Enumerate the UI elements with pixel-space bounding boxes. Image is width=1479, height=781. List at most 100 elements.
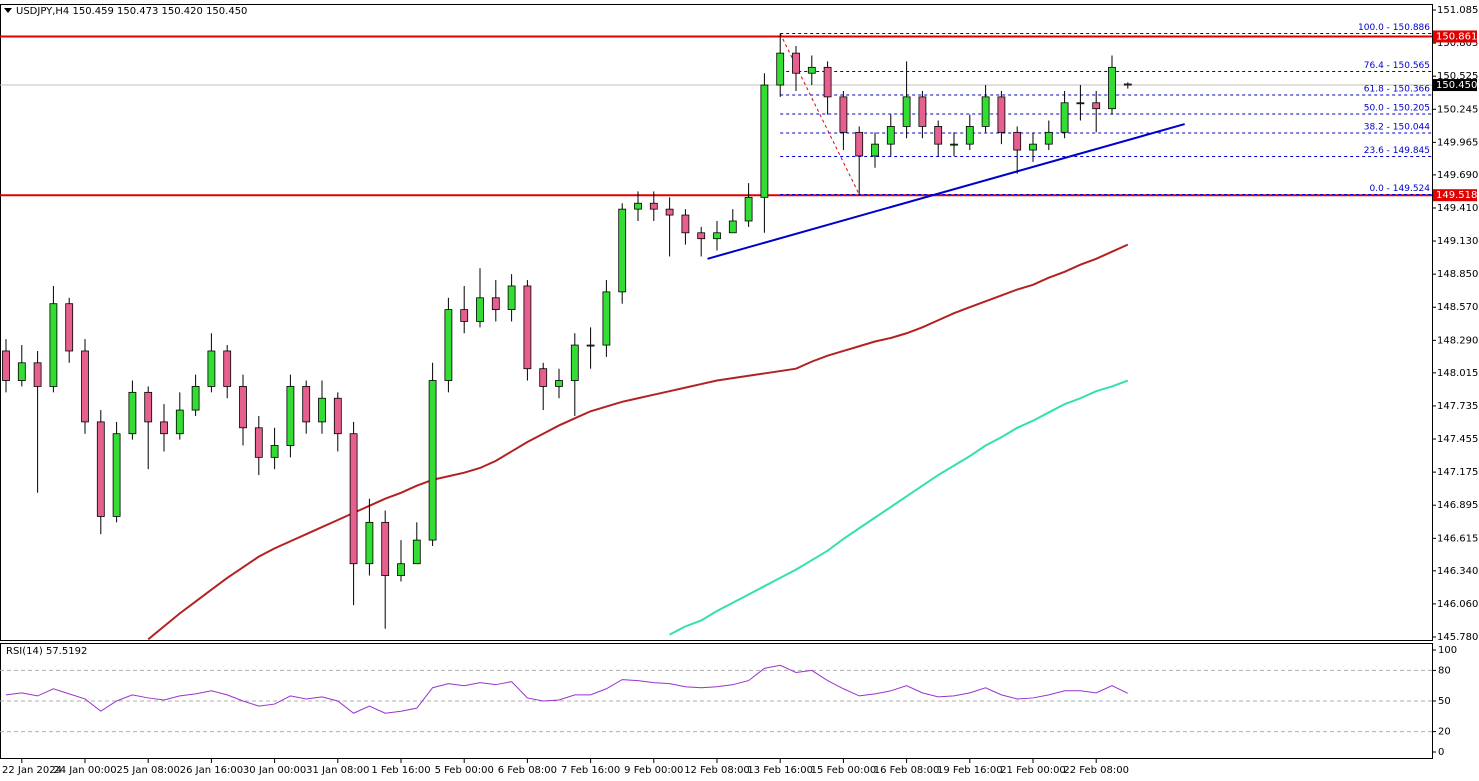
header: USDJPY,H4 150.459 150.473 150.420 150.45…	[16, 6, 247, 17]
candle-body	[681, 214, 690, 234]
price-tag-label: 149.518	[1436, 190, 1477, 201]
y-tick-label: 146.060	[1437, 599, 1478, 610]
candle-body	[618, 208, 627, 293]
x-tick-label: 22 Feb 08:00	[1063, 765, 1129, 776]
y-tick-label: 50	[1438, 696, 1451, 707]
x-tick-label: 6 Feb 08:00	[498, 765, 557, 776]
candle-body	[1123, 83, 1132, 86]
price-tag	[1433, 30, 1477, 43]
x-tick-label: 31 Jan 08:00	[306, 765, 369, 776]
candle-body	[333, 397, 342, 435]
candle-body	[65, 303, 74, 352]
menu-arrow[interactable]	[4, 8, 12, 13]
candle-body	[460, 309, 469, 322]
candle-body	[96, 421, 105, 517]
y-tick-label: 146.895	[1437, 500, 1478, 511]
moving-average	[147, 243, 1129, 641]
candle-body	[1060, 102, 1069, 133]
candle-body	[286, 386, 295, 446]
y-tick-label: 151.085	[1437, 5, 1478, 16]
y-tick-label: 147.175	[1437, 467, 1478, 478]
x-tick-label: 21 Feb 00:00	[1000, 765, 1066, 776]
moving-average	[669, 379, 1129, 636]
candle-body	[207, 350, 216, 387]
candle-body	[112, 433, 121, 517]
x-tick-label: 15 Feb 00:00	[811, 765, 877, 776]
candle-body	[649, 202, 658, 210]
fib-label: 50.0 - 150.205	[1364, 104, 1430, 114]
candle-body	[934, 126, 943, 145]
fib-label: 100.0 - 150.886	[1358, 23, 1430, 33]
x-tick-label: 12 Feb 08:00	[684, 765, 750, 776]
candle-body	[807, 66, 816, 74]
rsi-title: RSI(14) 57.5192	[6, 646, 87, 657]
candle-body	[997, 96, 1006, 133]
candle-body	[128, 391, 137, 435]
candle-body	[254, 427, 263, 458]
price-tag-label: 150.450	[1436, 80, 1477, 91]
x-tick-label: 30 Jan 00:00	[243, 765, 306, 776]
x-tick-label: 7 Feb 16:00	[561, 765, 620, 776]
candle-body	[381, 521, 390, 576]
candle-body	[634, 202, 642, 210]
y-tick-label: 146.615	[1437, 533, 1478, 544]
x-tick-label: 24 Jan 00:00	[53, 765, 116, 776]
x-tick-label: 1 Feb 16:00	[371, 765, 430, 776]
candle-body	[302, 386, 311, 423]
candle-body	[2, 350, 10, 381]
candle-body	[270, 445, 279, 458]
y-tick-label: 149.410	[1437, 203, 1478, 214]
y-tick-label: 0	[1438, 747, 1444, 758]
price-tag-label: 150.861	[1436, 31, 1477, 42]
x-tick-label: 19 Feb 16:00	[937, 765, 1003, 776]
candle-body	[728, 220, 737, 234]
candle-body	[902, 96, 911, 127]
candle-body	[776, 52, 785, 86]
y-tick-label: 145.780	[1437, 632, 1478, 643]
candle-body	[428, 380, 437, 541]
candle-body	[33, 362, 42, 387]
y-tick-label: 149.690	[1437, 170, 1478, 181]
candle-body	[160, 421, 168, 435]
x-tick-label: 9 Feb 00:00	[624, 765, 683, 776]
candle-body	[318, 397, 326, 423]
rsi-line	[5, 664, 1129, 714]
candle-body	[950, 143, 958, 146]
candle-body	[570, 344, 579, 381]
y-tick-label: 150.805	[1437, 38, 1478, 49]
price-panel	[0, 4, 1433, 641]
candle-body	[523, 285, 532, 370]
y-tick-label: 147.455	[1437, 434, 1478, 445]
fib-label: 38.2 - 150.044	[1364, 123, 1430, 133]
candle-body	[223, 350, 232, 387]
candle-body	[1029, 143, 1037, 151]
candle-body	[17, 362, 26, 381]
candle-body	[239, 386, 247, 429]
candle-body	[49, 303, 58, 387]
candle-body	[1092, 102, 1101, 110]
fib-label: 76.4 - 150.565	[1364, 61, 1430, 71]
fib-label: 23.6 - 149.845	[1364, 146, 1430, 156]
x-tick-label: 16 Feb 08:00	[874, 765, 940, 776]
candle-body	[871, 143, 879, 157]
candle-body	[1013, 131, 1022, 151]
candle-body	[886, 126, 895, 145]
candle-body	[175, 409, 184, 435]
candle-body	[555, 380, 563, 387]
y-tick-label: 150.245	[1437, 104, 1478, 115]
candle-body	[444, 309, 453, 381]
candle-body	[365, 521, 374, 565]
candle-body	[744, 196, 753, 222]
candle-body	[918, 96, 927, 127]
candle-body	[586, 344, 595, 347]
candle-body	[349, 433, 358, 565]
candle-body	[697, 232, 706, 240]
y-tick-label: 148.015	[1437, 368, 1478, 379]
candle-body	[792, 52, 800, 74]
candle-body	[855, 131, 864, 157]
x-tick-label: 22 Jan 2024	[2, 765, 62, 776]
candle-body	[191, 386, 200, 411]
y-tick-label: 20	[1438, 727, 1451, 738]
candle-body	[965, 126, 974, 145]
